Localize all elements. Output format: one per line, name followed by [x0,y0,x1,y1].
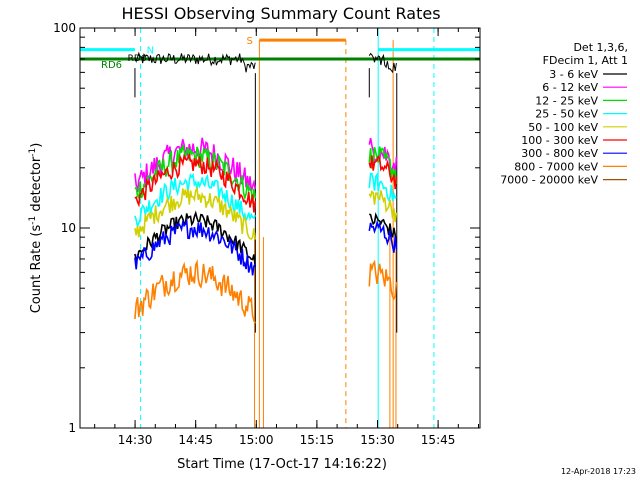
saa-label: S [246,36,252,47]
band-trace [134,172,256,230]
legend-header-1: Det 1,3,6, [573,41,628,54]
x-tick-label: 15:15 [300,433,335,447]
y-tick-label: 100 [53,21,76,35]
legend-label: 7000 - 20000 keV [500,174,598,187]
chart-title: HESSI Observing Summary Count Rates [121,4,440,23]
x-tick-label: 15:00 [239,433,274,447]
legend-label: 25 - 50 keV [535,108,598,121]
legend-label: 6 - 12 keV [542,81,598,94]
band-trace [368,146,398,184]
legend-header-2: FDecim 1, Att 1 [543,54,628,67]
y-tick-label: 10 [61,221,76,235]
rd6-label: RD6 [101,60,122,71]
legend-label: 3 - 6 keV [549,68,598,81]
thermal-trace [368,52,397,74]
band-trace [134,210,256,267]
band-trace [134,218,256,276]
band-trace [368,211,398,243]
band-trace [368,219,398,253]
band-trace [368,172,397,202]
x-tick-label: 15:45 [421,433,456,447]
y-tick-label: 1 [68,421,76,435]
legend-label: 300 - 800 keV [521,147,598,160]
legend-label: 100 - 300 keV [521,134,598,147]
night-label: N [147,46,154,57]
band-trace [368,190,398,223]
axis-ticks: 14:30 14:45 15:00 15:15 15:30 15:45 1 10 100 [53,21,480,447]
thermal-trace [134,51,256,73]
band-trace [368,259,398,301]
y-axis-label: Count Rate (s-1 detector-1) [28,143,44,314]
legend-label: 50 - 100 keV [528,121,598,134]
x-tick-label: 14:30 [118,433,153,447]
band-trace [368,155,398,190]
band-trace [134,186,256,240]
band-trace [134,259,256,324]
legend-label: 12 - 25 keV [535,94,598,107]
x-tick-label: 14:45 [178,433,213,447]
x-axis-label: Start Time (17-Oct-17 14:16:22) [177,457,387,472]
band-trace [134,152,256,213]
x-tick-label: 15:30 [360,433,395,447]
date-stamp: 12-Apr-2018 17:23 [561,467,636,476]
legend-label: 800 - 7000 keV [514,160,598,173]
